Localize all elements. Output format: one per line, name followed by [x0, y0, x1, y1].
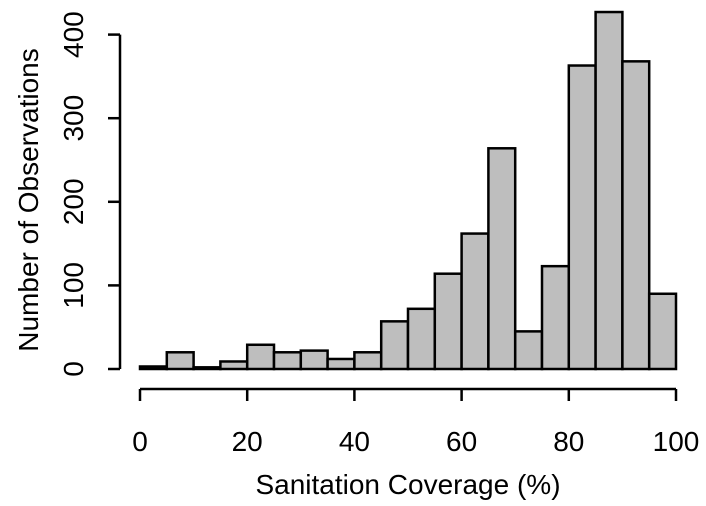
histogram-bar: [594, 10, 624, 371]
x-tick-label: 80: [553, 426, 584, 457]
histogram-bar: [326, 357, 356, 371]
x-tick-label: 60: [446, 426, 477, 457]
y-tick-label: 0: [58, 361, 89, 377]
histogram-bar: [567, 64, 597, 371]
x-tick-label: 40: [339, 426, 370, 457]
histogram-bar: [621, 60, 651, 371]
y-tick-label: 300: [58, 95, 89, 142]
y-tick-label: 400: [58, 11, 89, 58]
histogram-bar: [433, 272, 463, 371]
axes-group: 0 20 40 60 80 100 0 100 200 300 400: [58, 11, 699, 457]
histogram-bar: [165, 351, 195, 371]
histogram-bar: [353, 351, 383, 371]
histogram-bar: [138, 365, 169, 371]
histogram-bar: [540, 264, 571, 371]
histogram-bar: [406, 307, 437, 371]
histogram-bar: [272, 351, 303, 371]
x-axis-label: Sanitation Coverage (%): [255, 469, 560, 500]
histogram-bar: [379, 320, 410, 371]
bars-group: [138, 10, 678, 371]
histogram-bar: [513, 330, 544, 371]
histogram-bar: [219, 360, 249, 371]
histogram-bar: [192, 366, 222, 371]
y-tick-label: 100: [58, 262, 89, 309]
histogram-bar: [299, 349, 329, 371]
x-tick-label: 100: [653, 426, 700, 457]
x-tick-label: 0: [132, 426, 148, 457]
histogram-bar: [647, 292, 678, 371]
y-axis-label: Number of Observations: [13, 48, 44, 351]
histogram-bar: [245, 343, 276, 371]
histogram-bar: [460, 232, 490, 371]
histogram-bar: [487, 147, 517, 371]
x-tick-label: 20: [232, 426, 263, 457]
y-tick-label: 200: [58, 178, 89, 225]
